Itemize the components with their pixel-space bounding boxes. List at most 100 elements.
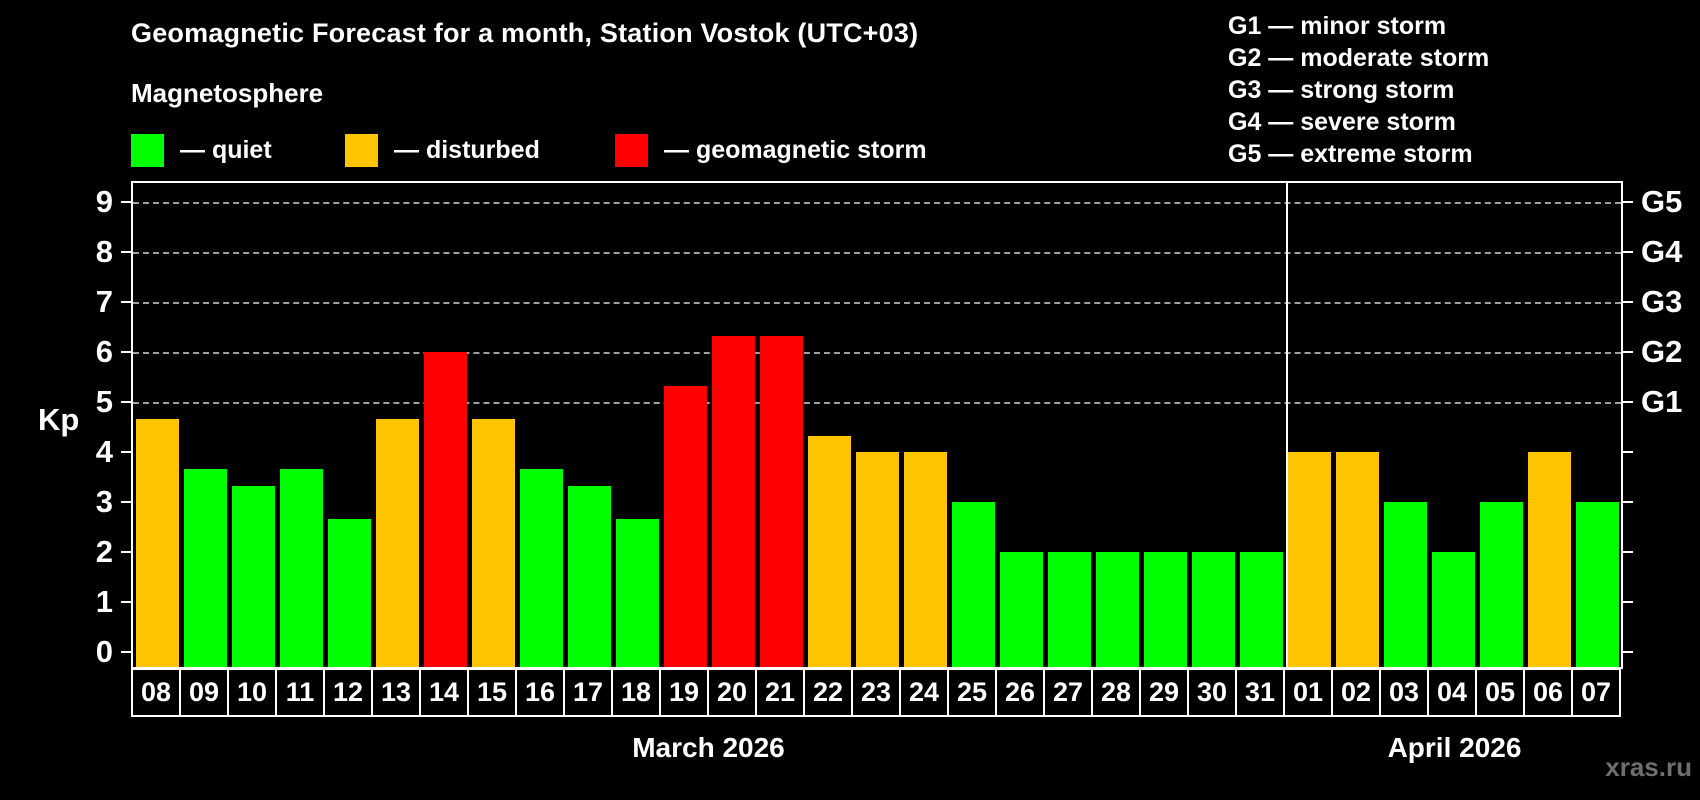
day-label-01: 01 xyxy=(1283,668,1333,717)
kp-bar-day-31 xyxy=(1239,552,1283,667)
magnetosphere-label: Magnetosphere xyxy=(131,78,324,108)
day-label-19: 19 xyxy=(659,668,709,717)
right-scale-label-g3: G3 xyxy=(1641,284,1683,319)
storm-color-swatch xyxy=(615,133,648,167)
day-label-21: 21 xyxy=(755,668,805,717)
kp-bar-day-30 xyxy=(1191,552,1235,667)
right-scale-label-g2: G2 xyxy=(1641,334,1683,369)
legend-disturbed-label: — disturbed xyxy=(394,135,540,164)
right-scale-label-g4: G4 xyxy=(1641,234,1683,269)
left-tick-kp7 xyxy=(121,301,131,303)
kp-bar-day-11 xyxy=(279,468,323,667)
legend-item-storm: — geomagnetic storm xyxy=(615,133,927,167)
kp-bar-day-18 xyxy=(615,518,659,667)
gridline-kp9 xyxy=(133,202,1621,204)
legend-item-disturbed: — disturbed xyxy=(345,133,540,167)
legend-item-quiet: — quiet xyxy=(131,133,272,167)
day-label-05: 05 xyxy=(1475,668,1525,717)
kp-bar-day-20 xyxy=(711,335,755,667)
y-tick-label-8: 8 xyxy=(95,234,113,269)
left-tick-kp2 xyxy=(121,551,131,553)
watermark: xras.ru xyxy=(1605,752,1692,782)
right-tick-kp6 xyxy=(1623,351,1633,353)
y-tick-label-9: 9 xyxy=(95,184,113,219)
quiet-color-swatch xyxy=(131,133,164,167)
day-label-09: 09 xyxy=(179,668,229,717)
day-label-08: 08 xyxy=(131,668,181,717)
left-tick-kp4 xyxy=(121,451,131,453)
right-tick-kp4 xyxy=(1623,451,1633,453)
kp-bar-day-19 xyxy=(663,385,707,667)
kp-bar-day-17 xyxy=(567,485,611,667)
right-scale-label-g1: G1 xyxy=(1641,384,1683,419)
right-tick-kp1 xyxy=(1623,601,1633,603)
day-label-27: 27 xyxy=(1043,668,1093,717)
g3-legend-line: G3 — strong storm xyxy=(1228,76,1455,104)
gridline-kp6 xyxy=(133,352,1621,354)
right-tick-kp3 xyxy=(1623,501,1633,503)
kp-bar-day-16 xyxy=(519,468,563,667)
month-label-april: April 2026 xyxy=(1387,732,1522,763)
kp-bar-day-25 xyxy=(951,502,995,667)
kp-bar-day-21 xyxy=(759,335,803,667)
day-label-04: 04 xyxy=(1427,668,1477,717)
kp-bar-day-04 xyxy=(1431,552,1475,667)
kp-bar-day-28 xyxy=(1095,552,1139,667)
disturbed-color-swatch xyxy=(345,133,378,167)
day-label-31: 31 xyxy=(1235,668,1285,717)
y-tick-label-3: 3 xyxy=(95,484,113,519)
plot-area xyxy=(131,181,1623,669)
g-scale-legend: G1 — minor storm G2 — moderate storm G3 … xyxy=(1228,10,1489,170)
kp-bar-day-22 xyxy=(807,435,851,667)
day-label-14: 14 xyxy=(419,668,469,717)
legend-quiet-label: — quiet xyxy=(180,135,272,164)
day-label-22: 22 xyxy=(803,668,853,717)
kp-bar-day-15 xyxy=(471,418,515,667)
right-tick-kp9 xyxy=(1623,201,1633,203)
day-label-16: 16 xyxy=(515,668,565,717)
day-label-06: 06 xyxy=(1523,668,1573,717)
kp-bar-day-10 xyxy=(231,485,275,667)
left-tick-kp6 xyxy=(121,351,131,353)
kp-bar-day-12 xyxy=(327,518,371,667)
day-label-25: 25 xyxy=(947,668,997,717)
day-label-15: 15 xyxy=(467,668,517,717)
kp-bar-day-24 xyxy=(903,452,947,667)
left-tick-kp3 xyxy=(121,501,131,503)
kp-bar-day-06 xyxy=(1527,452,1571,667)
g4-legend-line: G4 — severe storm xyxy=(1228,108,1456,136)
left-tick-kp5 xyxy=(121,401,131,403)
kp-bar-day-13 xyxy=(375,418,419,667)
day-label-24: 24 xyxy=(899,668,949,717)
kp-bar-day-07 xyxy=(1575,502,1619,667)
day-label-20: 20 xyxy=(707,668,757,717)
day-label-row: 08 09 10 11 12 13 14 15 16 17 18 19 20 21 22 23 24 25 26 27… xyxy=(131,668,1623,717)
kp-bar-day-02 xyxy=(1335,452,1379,667)
y-tick-label-0: 0 xyxy=(95,634,113,669)
right-tick-kp7 xyxy=(1623,301,1633,303)
y-tick-label-1: 1 xyxy=(95,584,113,619)
plot-inner xyxy=(133,183,1621,667)
left-tick-kp9 xyxy=(121,201,131,203)
right-tick-kp8 xyxy=(1623,251,1633,253)
kp-bar-day-27 xyxy=(1047,552,1091,667)
kp-bar-day-01 xyxy=(1287,452,1331,667)
kp-bar-day-08 xyxy=(135,418,179,667)
month-separator-line xyxy=(1286,183,1288,667)
kp-bar-day-05 xyxy=(1479,502,1523,667)
day-label-03: 03 xyxy=(1379,668,1429,717)
day-label-12: 12 xyxy=(323,668,373,717)
g1-legend-line: G1 — minor storm xyxy=(1228,12,1447,40)
y-tick-label-2: 2 xyxy=(95,534,113,569)
day-label-18: 18 xyxy=(611,668,661,717)
right-scale-label-g5: G5 xyxy=(1641,184,1683,219)
y-tick-label-5: 5 xyxy=(95,384,113,419)
kp-bar-day-23 xyxy=(855,452,899,667)
left-tick-kp8 xyxy=(121,251,131,253)
day-label-02: 02 xyxy=(1331,668,1381,717)
y-tick-label-4: 4 xyxy=(95,434,113,469)
y-tick-label-6: 6 xyxy=(95,334,113,369)
right-tick-kp0 xyxy=(1623,651,1633,653)
kp-bar-day-14 xyxy=(423,352,467,667)
